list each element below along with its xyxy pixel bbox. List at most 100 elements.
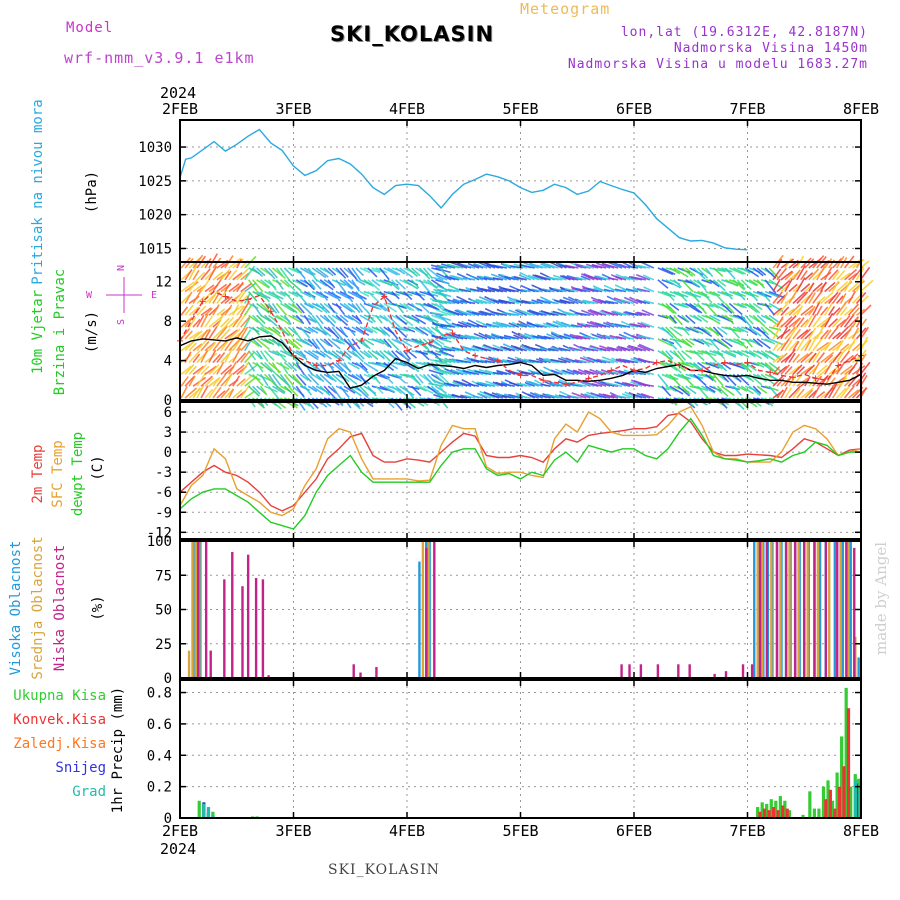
- wind-barb: [311, 314, 323, 329]
- wind-barb: [204, 388, 214, 399]
- wind-barb: [464, 264, 476, 269]
- wind-barb: [847, 280, 861, 293]
- wind-barb: [387, 338, 400, 351]
- gust-marker: [835, 362, 842, 369]
- model-name: wrf-nmm_v3.9.1 e1km: [64, 49, 255, 67]
- bar-clouds-2: [656, 664, 660, 678]
- wind-barb: [630, 276, 647, 281]
- wind-barb: [323, 385, 337, 400]
- wind-barb: [319, 350, 332, 360]
- wind-barb: [439, 279, 450, 285]
- wind-barb: [772, 268, 782, 281]
- wind-barb: [661, 302, 675, 314]
- wind-barb: [604, 335, 619, 340]
- wind-barb: [832, 331, 842, 340]
- wind-barb: [552, 310, 567, 317]
- bar-clouds-0: [841, 541, 844, 678]
- wind-barb: [184, 376, 195, 387]
- bar-clouds-2: [775, 541, 779, 678]
- wind-barb: [331, 361, 344, 373]
- wind-barb: [562, 369, 575, 376]
- wind-barb: [192, 330, 203, 340]
- temp-axis-title-2m: 2m Temp: [30, 444, 46, 503]
- wind-barb: [804, 339, 812, 352]
- wind-barb: [439, 349, 455, 358]
- wind-barb: [295, 302, 305, 314]
- wind-barb: [457, 321, 472, 328]
- wind-barb: [784, 308, 795, 316]
- wind-barb: [319, 373, 332, 386]
- wind-barb: [732, 385, 742, 396]
- wind-barb: [669, 373, 681, 387]
- wind-barb: [280, 302, 296, 313]
- wind-barb: [720, 385, 735, 397]
- wind-barb: [729, 267, 744, 275]
- wind-barb: [513, 275, 527, 281]
- wind-barb: [835, 361, 846, 375]
- wind-barb: [395, 314, 408, 326]
- wind-barb: [216, 308, 226, 316]
- wind-barb: [335, 267, 347, 279]
- wind-barb: [572, 336, 583, 340]
- wind-barb: [792, 328, 802, 340]
- wind-barb: [311, 338, 321, 350]
- wind-barb: [319, 338, 331, 347]
- bar-precipitation-0: [778, 796, 782, 818]
- y-tick-label: 1025: [138, 174, 172, 190]
- wind-barb: [351, 267, 362, 281]
- wind-barb: [839, 373, 848, 387]
- wind-barb: [740, 314, 753, 329]
- wind-barb: [728, 338, 743, 347]
- wind-barb: [184, 387, 198, 399]
- wind-barb: [564, 264, 579, 269]
- bar-clouds-2: [824, 541, 828, 678]
- wind-barb: [784, 339, 793, 352]
- x-tick-label-top: 7FEB: [729, 100, 765, 118]
- wind-barb: [467, 383, 480, 387]
- wind-barb: [524, 381, 535, 387]
- wind-barb: [820, 329, 829, 340]
- wind-barb: [606, 382, 623, 387]
- wind-barb: [299, 267, 314, 276]
- wind-barb: [470, 335, 484, 340]
- wind-barb: [776, 342, 786, 352]
- wind-barb: [236, 352, 247, 364]
- wind-barb: [184, 330, 193, 340]
- wind-barb: [796, 353, 809, 364]
- wind-barb: [693, 267, 706, 280]
- wind-barb: [776, 352, 788, 364]
- wind-barb: [665, 385, 677, 393]
- wind-barb: [216, 312, 225, 328]
- wind-axis-title-1: 10m Vjetar: [30, 290, 46, 374]
- wind-barb: [295, 362, 305, 376]
- wind-barb: [323, 314, 336, 328]
- bar-clouds-2: [425, 547, 428, 678]
- bar-precipitation-0: [840, 736, 844, 818]
- wind-barb: [243, 292, 251, 304]
- wind-barb: [418, 350, 430, 361]
- wind-barb: [435, 290, 452, 298]
- wind-barb: [600, 368, 615, 376]
- wind-barb: [232, 314, 243, 328]
- wind-barb: [828, 318, 838, 328]
- footer-station: SKI_KOLASIN: [328, 862, 440, 878]
- wind-barb: [430, 385, 441, 395]
- wind-barb: [575, 276, 587, 281]
- wind-barb: [335, 314, 349, 326]
- wind-barb: [582, 287, 599, 293]
- wind-barb: [327, 314, 337, 324]
- bar-clouds-2: [677, 664, 680, 678]
- wind-barb: [315, 338, 328, 353]
- wind-barb: [844, 268, 857, 281]
- wind-barb: [184, 364, 195, 375]
- wind-barb: [244, 351, 255, 364]
- wind-barb: [693, 314, 703, 322]
- wind-barb: [351, 279, 361, 292]
- wind-barb: [363, 267, 381, 274]
- wind-barb: [776, 377, 785, 387]
- wind-barb: [236, 326, 246, 340]
- wind-barb: [740, 267, 751, 275]
- wind-barb: [263, 373, 277, 387]
- wind-barb: [204, 284, 215, 293]
- wind-barb: [532, 335, 547, 340]
